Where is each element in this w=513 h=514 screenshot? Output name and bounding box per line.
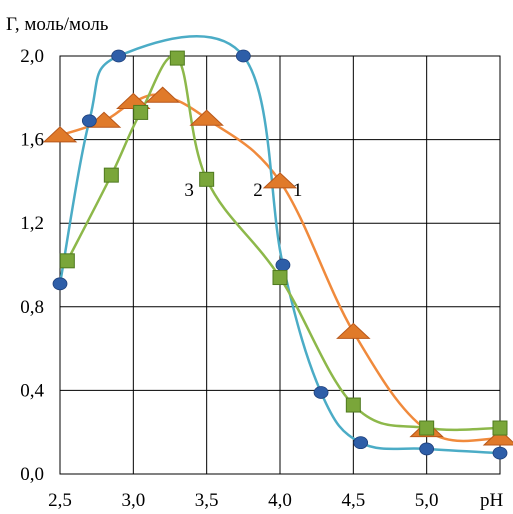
markers: [42, 49, 513, 460]
series-3-point: [59, 253, 75, 269]
series-2-point: [81, 114, 97, 128]
curve-label-3: 3: [184, 180, 194, 201]
series-2-point: [419, 442, 435, 456]
y-tick-label: 1,6: [20, 130, 44, 151]
series-1-point: [42, 126, 78, 143]
series-3-point: [419, 420, 435, 436]
curve-label-1: 1: [293, 180, 303, 201]
x-tick-label: 3,5: [195, 490, 219, 511]
series-1-point: [189, 109, 224, 126]
series-3-point: [492, 420, 508, 436]
series-3-point: [199, 171, 215, 187]
x-tick-label: 5,0: [415, 490, 439, 511]
series-1-point: [482, 429, 513, 446]
y-tick-label: 0,8: [20, 297, 44, 318]
tick-labels: 2,5 3,0 3,5 4,0 4,5 5,0 0,0 0,4 0,8 1,2 1,6 2,0: [20, 46, 438, 511]
series-1-line: [59, 93, 501, 443]
series-2-point: [275, 258, 291, 272]
series-3-point: [169, 50, 185, 66]
series-2-point: [52, 277, 68, 291]
x-tick-label: 3,0: [121, 490, 145, 511]
series-2-point: [313, 386, 329, 399]
curve-label-2: 2: [253, 180, 263, 201]
y-tick-label: 0,4: [20, 380, 44, 401]
series-2-line: [58, 35, 501, 455]
series-2-point: [492, 446, 508, 460]
series-2-point: [111, 49, 127, 63]
series-3-point: [345, 397, 361, 413]
series-3-line: [66, 54, 501, 432]
x-tick-label: 4,5: [341, 490, 365, 511]
x-tick-label: 4,0: [268, 490, 292, 511]
series-1-point: [145, 86, 180, 103]
series-3-point: [133, 104, 149, 120]
series-3-point: [272, 270, 288, 286]
y-axis-title: Г, моль/моль: [6, 14, 109, 35]
y-tick-label: 1,2: [20, 213, 44, 234]
series-1-point: [262, 172, 298, 189]
y-tick-label: 0,0: [20, 464, 44, 485]
series-2-point: [353, 436, 369, 450]
series-1-point: [336, 322, 371, 339]
series-2-point: [235, 49, 251, 63]
x-axis-title: pH: [480, 490, 504, 511]
series-3-point: [103, 167, 119, 183]
curve-labels: 1 2 3: [184, 180, 302, 201]
x-tick-label: 2,5: [48, 490, 72, 511]
y-tick-label: 2,0: [20, 46, 44, 67]
